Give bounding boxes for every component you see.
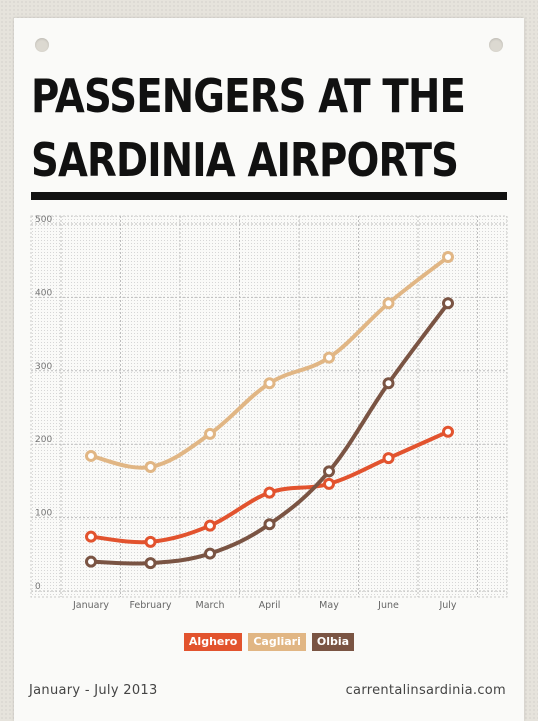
footer-source: carrentalinsardinia.com: [345, 683, 506, 698]
chart-legend: Alghero Cagliari Olbia: [14, 633, 524, 651]
data-point-olbia: [442, 297, 454, 310]
data-point-alghero: [382, 452, 395, 465]
data-point-alghero: [263, 486, 276, 499]
legend-item-cagliari: Cagliari: [248, 633, 306, 651]
data-point-olbia: [144, 557, 157, 570]
title-divider: [31, 192, 507, 200]
data-point-cagliari: [323, 351, 335, 364]
data-point-cagliari: [204, 427, 216, 440]
data-point-cagliari: [382, 297, 395, 310]
x-tick-label: July: [438, 600, 456, 611]
data-point-cagliari: [442, 251, 454, 264]
pin-hole-left: [35, 38, 49, 52]
line-chart: 0 100 200 300 400 500 January February March Apr…: [30, 215, 508, 611]
title-line-1: PASSENGERS AT THE: [31, 69, 466, 123]
x-tick-label: April: [259, 600, 281, 611]
footer-period: January - July 2013: [29, 683, 158, 698]
legend-item-olbia: Olbia: [311, 633, 355, 651]
y-tick-label: 300: [35, 362, 52, 372]
data-point-olbia: [263, 518, 276, 531]
legend-item-alghero: Alghero: [183, 633, 243, 651]
x-axis-ticks: January February March April May June July: [72, 600, 457, 611]
grid-lines: [31, 216, 507, 597]
data-point-alghero: [85, 530, 97, 543]
y-tick-label: 0: [35, 582, 41, 592]
y-tick-label: 400: [35, 288, 52, 298]
pin-hole-right: [489, 38, 503, 52]
data-point-olbia: [382, 377, 395, 390]
data-point-olbia: [85, 555, 97, 568]
page-title: PASSENGERS AT THE SARDINIA AIRPORTS: [31, 64, 466, 192]
data-point-alghero: [144, 535, 157, 548]
plot-area: [30, 215, 508, 598]
y-tick-label: 100: [35, 509, 52, 519]
x-tick-label: February: [129, 600, 171, 611]
data-point-cagliari: [144, 460, 157, 473]
y-tick-label: 500: [35, 215, 52, 225]
data-point-cagliari: [85, 449, 97, 462]
y-tick-label: 200: [35, 435, 52, 445]
y-axis-ticks: 0 100 200 300 400 500: [35, 215, 52, 592]
data-point-alghero: [323, 477, 335, 490]
data-point-alghero: [442, 425, 454, 438]
infographic-card: PASSENGERS AT THE SARDINIA AIRPORTS 0 100…: [14, 18, 524, 721]
x-tick-label: May: [319, 600, 339, 611]
x-tick-label: June: [377, 600, 399, 611]
title-line-2: SARDINIA AIRPORTS: [31, 133, 459, 187]
series-points: [85, 251, 454, 570]
data-point-olbia: [204, 547, 216, 560]
data-point-cagliari: [263, 377, 276, 390]
x-tick-label: March: [196, 600, 225, 611]
data-point-olbia: [323, 465, 335, 478]
x-tick-label: January: [72, 600, 109, 611]
data-point-alghero: [204, 519, 216, 532]
